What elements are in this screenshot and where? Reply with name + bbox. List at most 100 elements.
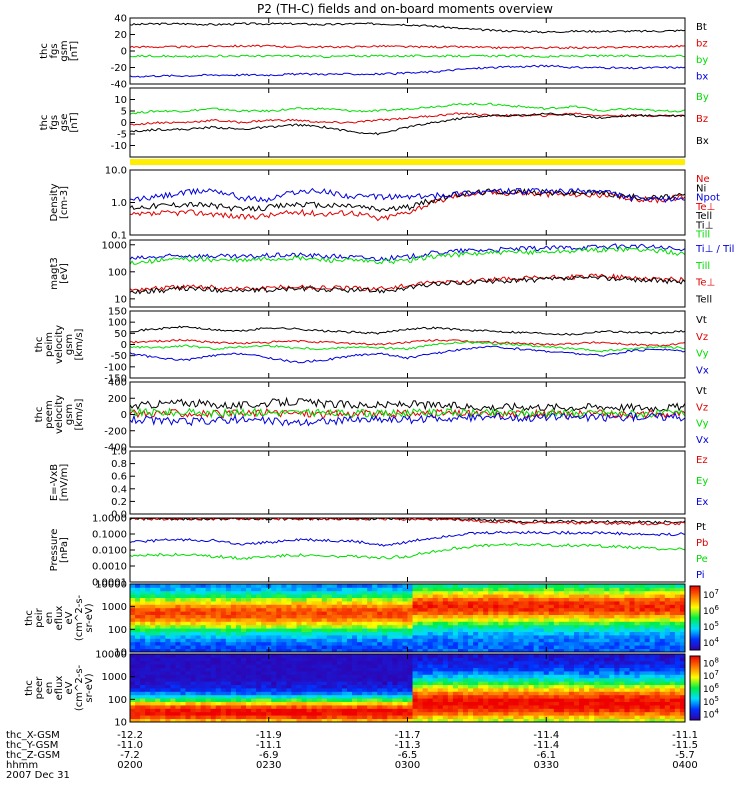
spectrogram-8-cell bbox=[478, 607, 484, 612]
spectrogram-9-cell bbox=[619, 674, 625, 679]
spectrogram-8-cell bbox=[230, 594, 237, 598]
spectrogram-9-cell bbox=[574, 660, 580, 665]
spectrogram-9-cell bbox=[558, 715, 565, 719]
spectrogram-9-cell bbox=[674, 701, 681, 706]
spectrogram-8-cell bbox=[256, 587, 262, 592]
spectrogram-8-cell bbox=[558, 614, 565, 619]
spectrogram-9-cell bbox=[195, 654, 202, 658]
spectrogram-9-cell bbox=[200, 705, 207, 709]
spectrogram-9-cell bbox=[503, 711, 509, 716]
spectrogram-8-cell bbox=[599, 618, 605, 622]
spectrogram-9-cell bbox=[483, 691, 489, 696]
spectrogram-8-cell bbox=[654, 601, 661, 605]
panel-4-ytick-label: 50 bbox=[114, 329, 127, 340]
spectrogram-8-cell bbox=[457, 628, 464, 632]
spectrogram-9-cell bbox=[291, 691, 297, 696]
spectrogram-8-cell bbox=[579, 631, 585, 636]
spectrogram-9-cell bbox=[533, 701, 540, 706]
spectrogram-9-cell bbox=[679, 677, 686, 682]
spectrogram-9-cell bbox=[513, 677, 519, 682]
spectrogram-9-cell bbox=[422, 708, 429, 713]
spectrogram-8-cell bbox=[397, 621, 403, 626]
spectrogram-9-cell bbox=[463, 694, 469, 699]
spectrogram-8-cell bbox=[135, 587, 141, 592]
spectrogram-8-cell bbox=[382, 648, 388, 653]
legend-0-bx: bx bbox=[696, 72, 708, 83]
spectrogram-9-cell bbox=[548, 684, 555, 689]
spectrogram-9-cell bbox=[659, 671, 666, 675]
spectrogram-9-cell bbox=[331, 657, 338, 662]
panel-1-ytick-label: 0 bbox=[121, 118, 127, 129]
spectrogram-9-cell bbox=[130, 667, 136, 672]
spectrogram-8-cell bbox=[160, 618, 166, 622]
spectrogram-9-cell bbox=[251, 671, 257, 675]
spectrogram-9-cell bbox=[624, 664, 630, 668]
spectrogram-9-cell bbox=[205, 701, 212, 706]
spectrogram-8-cell bbox=[518, 624, 524, 629]
spectrogram-9-cell bbox=[220, 671, 227, 675]
spectrogram-8-cell bbox=[407, 604, 413, 609]
spectrogram-9-cell bbox=[528, 667, 535, 672]
spectrogram-8-cell bbox=[558, 638, 565, 643]
spectrogram-8-cell bbox=[513, 604, 519, 609]
spectrogram-9-cell bbox=[422, 674, 429, 679]
spectrogram-8-cell bbox=[145, 584, 151, 588]
spectrogram-9-cell bbox=[463, 664, 469, 668]
spectrogram-8-cell bbox=[538, 597, 545, 602]
spectrogram-8-cell bbox=[442, 621, 449, 626]
spectrogram-9-cell bbox=[230, 674, 237, 679]
spectrogram-8-cell bbox=[291, 621, 297, 626]
spectrogram-9-cell bbox=[276, 698, 282, 702]
spectrogram-8-cell bbox=[528, 584, 535, 588]
spectrogram-9-cell bbox=[493, 694, 499, 699]
spectrogram-9-cell bbox=[604, 657, 610, 662]
spectrogram-9-cell bbox=[447, 691, 454, 696]
spectrogram-9-cell bbox=[367, 705, 373, 709]
spectrogram-8-cell bbox=[291, 641, 297, 646]
spectrogram-8-cell bbox=[679, 604, 686, 609]
spectrogram-8-cell bbox=[145, 618, 151, 622]
spectrogram-9-cell bbox=[367, 708, 373, 713]
spectrogram-8-cell bbox=[377, 638, 383, 643]
spectrogram-9-cell bbox=[674, 691, 681, 696]
spectrogram-9-cell bbox=[442, 654, 449, 658]
spectrogram-9-cell bbox=[488, 657, 494, 662]
spectrogram-9-cell bbox=[664, 708, 671, 713]
spectrogram-9-cell bbox=[412, 694, 418, 699]
spectrogram-8-cell bbox=[291, 635, 297, 639]
spectrogram-8-cell bbox=[417, 618, 424, 622]
panel-8-ytick-label: 100 bbox=[108, 625, 127, 636]
spectrogram-8-cell bbox=[437, 638, 444, 643]
spectrogram-8-cell bbox=[362, 590, 368, 595]
spectrogram-8-cell bbox=[281, 604, 287, 609]
spectrogram-9-cell bbox=[437, 684, 444, 689]
spectrogram-8-cell bbox=[548, 594, 555, 598]
spectrogram-8-cell bbox=[599, 621, 605, 626]
spectrogram-9-cell bbox=[316, 718, 323, 723]
spectrogram-8-cell bbox=[387, 618, 393, 622]
spectrogram-9-cell bbox=[619, 701, 625, 706]
spectrogram-8-cell bbox=[140, 604, 146, 609]
spectrogram-9-cell bbox=[533, 657, 540, 662]
spectrogram-8-cell bbox=[432, 604, 439, 609]
spectrogram-8-cell bbox=[478, 611, 484, 615]
spectrogram-8-cell bbox=[558, 645, 565, 649]
spectrogram-9-cell bbox=[584, 657, 590, 662]
spectrogram-8-cell bbox=[286, 584, 292, 588]
spectrogram-8-cell bbox=[352, 618, 358, 622]
spectrogram-9-cell bbox=[170, 694, 176, 699]
spectrogram-8-cell bbox=[387, 641, 393, 646]
spectrogram-9-cell bbox=[276, 657, 282, 662]
spectrogram-8-cell bbox=[584, 638, 590, 643]
spectrogram-9-cell bbox=[599, 660, 605, 665]
spectrogram-9-cell bbox=[478, 708, 484, 713]
spectrogram-9-cell bbox=[463, 674, 469, 679]
spectrogram-8-cell bbox=[230, 597, 237, 602]
spectrogram-8-cell bbox=[220, 594, 227, 598]
spectrogram-8-cell bbox=[311, 645, 318, 649]
spectrogram-9-cell bbox=[498, 684, 504, 689]
spectrogram-9-cell bbox=[604, 654, 610, 658]
spectrogram-9-cell bbox=[306, 705, 313, 709]
spectrogram-8-cell bbox=[276, 621, 282, 626]
spectrogram-9-cell bbox=[246, 711, 252, 716]
